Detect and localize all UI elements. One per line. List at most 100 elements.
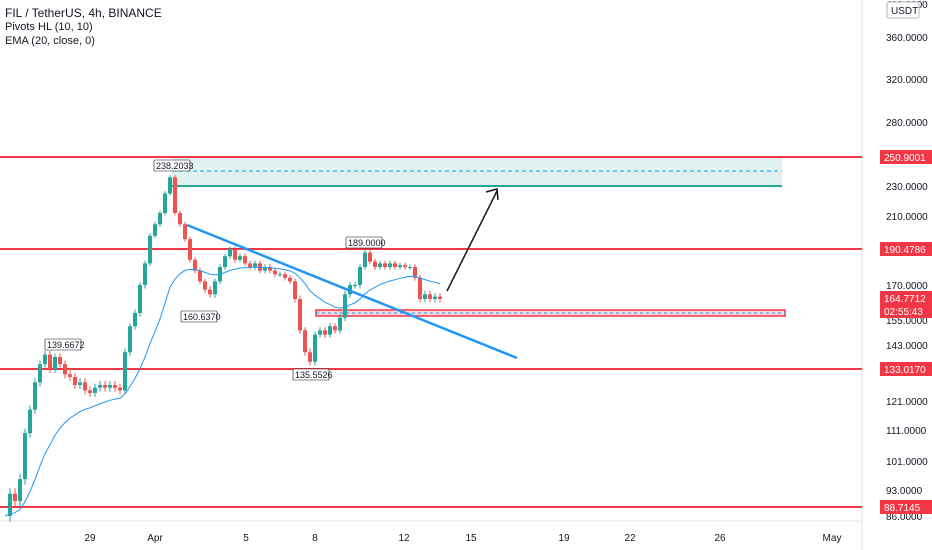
candle-body xyxy=(383,263,387,267)
candle-body xyxy=(53,357,57,369)
projection-arrow xyxy=(446,190,498,292)
price-axis-badge-text: 190.4786 xyxy=(884,245,926,256)
y-tick-label: 230.0000 xyxy=(886,182,928,193)
candle-body xyxy=(128,326,132,353)
candle-body xyxy=(13,493,17,502)
candle-body xyxy=(163,193,167,213)
indicator-pivots-label: Pivots HL (10, 10) xyxy=(5,21,93,33)
candle-body xyxy=(78,382,82,385)
candle-body xyxy=(228,249,232,257)
y-tick-label: 101.0000 xyxy=(886,457,928,468)
candle-body xyxy=(23,433,27,480)
pivot-label: 189.0000 xyxy=(348,238,386,248)
candle-body xyxy=(423,294,427,299)
y-tick-label: 143.0000 xyxy=(886,341,928,352)
candle-body xyxy=(123,352,127,391)
price-axis-badge xyxy=(880,500,932,514)
candle-body xyxy=(398,265,402,267)
y-tick-label: 320.0000 xyxy=(886,75,928,86)
candle-body xyxy=(238,256,242,260)
y-tick-label: 280.0000 xyxy=(886,118,928,129)
candle-body xyxy=(293,281,297,299)
y-tick-label: 360.0000 xyxy=(886,33,928,44)
x-tick-label: 26 xyxy=(714,533,726,544)
y-tick-label: 93.0000 xyxy=(886,486,923,497)
price-axis-badge-text: 133.0170 xyxy=(884,365,926,376)
indicator-ema-label: EMA (20, close, 0) xyxy=(5,35,95,47)
price-axis-badge xyxy=(880,242,932,256)
currency-box xyxy=(886,1,920,19)
price-axis-badge-text: 88.7145 xyxy=(884,503,921,514)
x-tick-label: 15 xyxy=(465,533,477,544)
candle-body xyxy=(138,285,142,313)
descending-trendline xyxy=(186,223,518,360)
candle-body xyxy=(48,354,52,369)
candle-body xyxy=(133,313,137,327)
candle-body xyxy=(268,267,272,271)
candle-body xyxy=(418,277,422,299)
candle-body xyxy=(378,263,382,267)
price-axis-badge-text: 164.7712 xyxy=(884,294,926,305)
x-tick-label: 29 xyxy=(84,533,96,544)
candle-body xyxy=(93,387,97,393)
candle-body xyxy=(338,317,342,331)
candle-body xyxy=(253,263,257,267)
candle-body xyxy=(233,249,237,260)
candle-body xyxy=(148,235,152,264)
candle-body xyxy=(313,334,317,362)
candle-body xyxy=(98,385,102,388)
price-axis-badge xyxy=(880,362,932,376)
candle-body xyxy=(158,213,162,225)
candle-body xyxy=(188,239,192,260)
candle-body xyxy=(273,270,277,275)
pivot-label-box xyxy=(180,310,218,323)
candle-body xyxy=(103,385,107,388)
candle-body xyxy=(323,330,327,335)
candle-body xyxy=(203,281,207,290)
candle-body xyxy=(363,252,367,267)
candle-body xyxy=(303,330,307,353)
candle-body xyxy=(28,409,32,434)
candle-body xyxy=(393,263,397,267)
candle-body xyxy=(63,364,67,375)
candle-body xyxy=(38,364,42,383)
candle-body xyxy=(113,385,117,388)
x-tick-label: May xyxy=(823,533,842,544)
candle-body xyxy=(403,265,407,267)
candle-body xyxy=(193,259,197,271)
pivot-label: 139.6672 xyxy=(47,340,85,350)
candle-body xyxy=(178,213,182,225)
pivot-label-box xyxy=(44,338,82,351)
candle-body xyxy=(263,267,267,271)
x-tick-label: 19 xyxy=(558,533,570,544)
pivot-label-box xyxy=(153,159,191,172)
candle-body xyxy=(358,267,362,285)
candle-body xyxy=(198,270,202,282)
candle-body xyxy=(428,294,432,299)
y-tick-label: 121.0000 xyxy=(886,397,928,408)
candle-body xyxy=(213,281,217,295)
candle-body xyxy=(333,326,337,331)
candle-body xyxy=(373,261,377,267)
candle-body xyxy=(118,387,122,391)
x-tick-label: 22 xyxy=(624,533,636,544)
candle-body xyxy=(318,330,322,335)
ema-line xyxy=(4,266,441,517)
candle-body xyxy=(143,263,147,285)
candle-body xyxy=(283,274,287,278)
candle-body xyxy=(408,267,412,268)
candle-body xyxy=(168,177,172,194)
y-tick-label: 111.0000 xyxy=(886,426,927,437)
price-axis-badge xyxy=(880,304,932,318)
x-tick-label: 5 xyxy=(243,533,249,544)
candle-body xyxy=(438,296,442,299)
candle-body xyxy=(183,224,187,240)
candle-body xyxy=(73,377,77,385)
x-tick-label: Apr xyxy=(147,533,163,544)
candle-body xyxy=(248,263,252,267)
chart-legend: FIL / TetherUS, 4h, BINANCE Pivots HL (1… xyxy=(5,6,162,48)
candle-body xyxy=(368,252,372,262)
candle-body xyxy=(68,374,72,377)
